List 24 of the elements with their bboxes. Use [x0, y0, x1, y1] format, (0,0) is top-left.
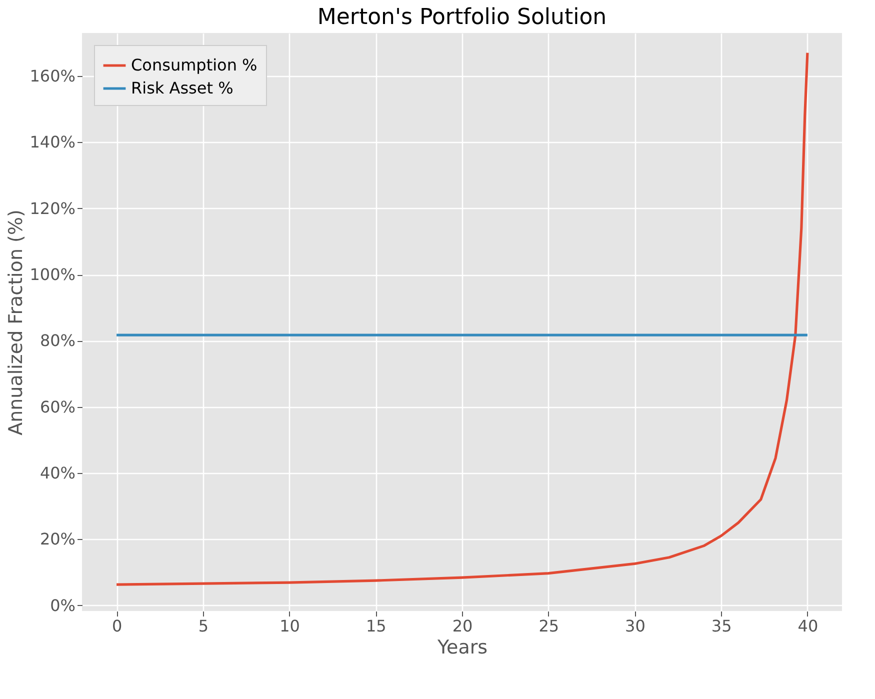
- chart-title: Merton's Portfolio Solution: [317, 5, 607, 30]
- x-tick-label: 20: [452, 616, 473, 636]
- y-tick-label: 60%: [40, 397, 76, 416]
- y-tick-label: 0%: [50, 596, 76, 615]
- line-series: [115, 52, 809, 586]
- y-axis-title: Annualized Fraction (%): [4, 210, 27, 436]
- y-tick-label: 20%: [40, 530, 76, 549]
- y-tick-label: 160%: [30, 66, 76, 86]
- x-tick-label: 35: [711, 616, 732, 636]
- x-tick-label: 40: [798, 616, 818, 636]
- x-tick-label: 5: [198, 616, 209, 636]
- y-tick-label: 80%: [40, 331, 76, 350]
- x-tick-label: 10: [280, 616, 300, 636]
- x-tick-label: 0: [112, 616, 122, 636]
- x-tick-label: 30: [625, 616, 646, 636]
- legend-label: Risk Asset %: [131, 78, 234, 98]
- x-tick-label: 25: [538, 616, 560, 636]
- y-tick-label: 120%: [30, 198, 76, 218]
- x-tick-label: 15: [366, 616, 386, 636]
- legend-label: Consumption %: [131, 56, 258, 74]
- y-tick-label: 40%: [40, 464, 76, 483]
- x-axis-title: Years: [436, 636, 488, 658]
- y-tick-label: 100%: [30, 265, 76, 284]
- y-tick-label: 140%: [30, 132, 76, 152]
